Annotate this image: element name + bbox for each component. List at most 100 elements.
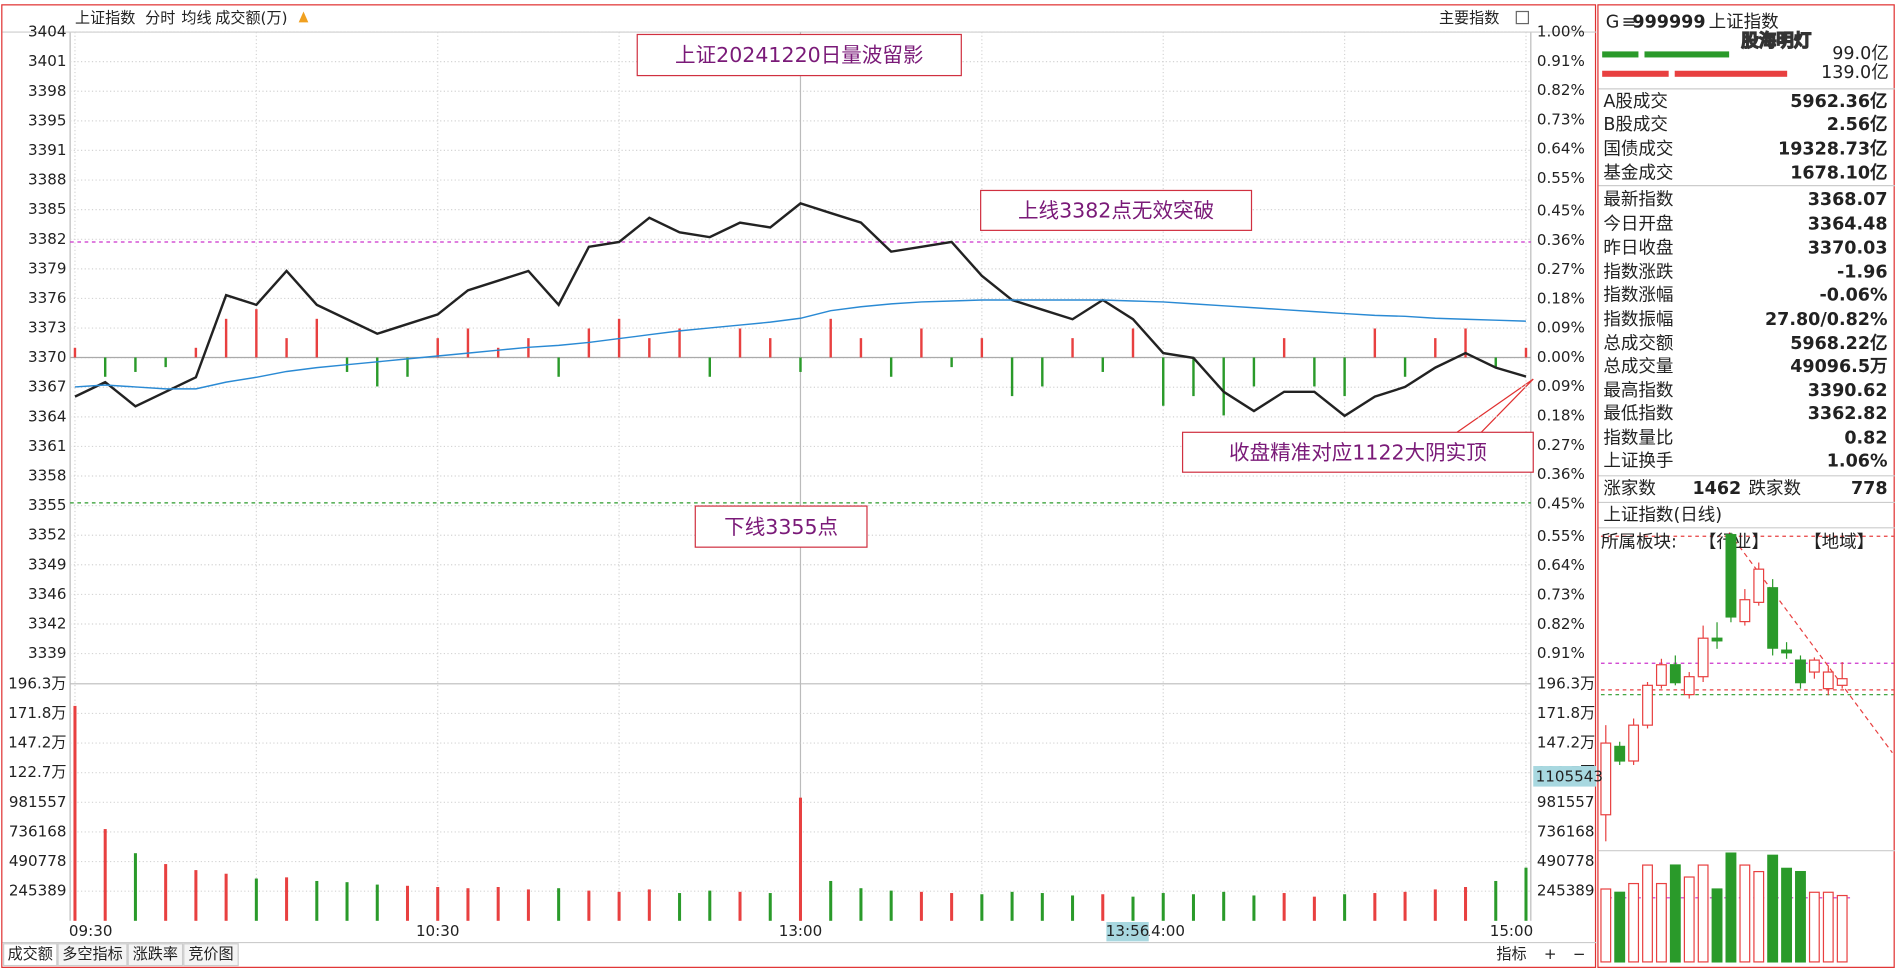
y-tick-label: 3401: [28, 52, 66, 70]
volume-bar: [950, 893, 954, 921]
watermark: 股海明灯: [1741, 31, 1812, 52]
volume-bar: [345, 882, 349, 921]
cursor-volume: 1105543: [1536, 767, 1603, 785]
breadth-bar: [1343, 357, 1346, 397]
breadth-bar: [920, 328, 923, 358]
tab[interactable]: [57, 943, 128, 967]
tab-label[interactable]: 成交额: [8, 945, 53, 963]
volume-bar: [1433, 889, 1437, 921]
y-tick-label: 736168: [9, 822, 67, 840]
y-tick-label: 147.2万: [1537, 734, 1595, 752]
daily-volume-bar: [1628, 882, 1640, 963]
y2-tick-label: 0.18%: [1537, 407, 1585, 425]
breadth-bar: [1252, 357, 1256, 387]
volume-bar: [1403, 891, 1407, 921]
row-label: 指数涨跌: [1603, 263, 1673, 283]
breadth-bar: [1071, 338, 1074, 358]
breadth-bar: [678, 328, 681, 358]
breadth-bar: [1192, 357, 1195, 397]
x-tick-label: 09:30: [69, 922, 113, 940]
side-header: 999999: [1632, 12, 1705, 32]
tab-label[interactable]: 多空指标: [62, 945, 122, 963]
row-label: 基金成交: [1603, 164, 1673, 184]
y-tick-label: 3398: [28, 82, 66, 100]
y-tick-label: 171.8万: [1537, 704, 1595, 722]
bar: [1674, 70, 1788, 77]
breadth-bar: [164, 357, 167, 368]
volume-bar: [1101, 894, 1105, 921]
breadth-bar: [1494, 357, 1497, 368]
row-value: 5968.22亿: [1790, 333, 1887, 354]
breadth-bar: [980, 338, 984, 358]
y-tick-label: 3379: [28, 259, 66, 277]
tab-button[interactable]: +: [1544, 945, 1557, 963]
cursor-box: [1533, 766, 1597, 787]
y-tick-label: 3358: [28, 466, 66, 484]
tab-button[interactable]: −: [1573, 945, 1586, 963]
tab-button[interactable]: 指标: [1496, 945, 1526, 963]
breadth-bar: [376, 357, 379, 387]
breadth-bar: [1282, 338, 1286, 358]
volume-bar: [466, 888, 470, 921]
row-label: 国债成交: [1603, 139, 1673, 159]
breadth-bar: [1041, 357, 1044, 387]
breadth-bar: [496, 347, 500, 358]
y-tick-label: 3395: [28, 111, 66, 129]
y2-tick-label: 0.27%: [1537, 436, 1585, 454]
daily-title: 上证指数(日线): [1603, 506, 1722, 526]
tab-label[interactable]: 涨跌率: [133, 945, 178, 963]
breadth-bar: [950, 357, 953, 368]
y-tick-label: 3355: [28, 496, 66, 514]
tab[interactable]: [127, 943, 184, 967]
breadth-bar: [769, 338, 772, 358]
annotation: 上证20241220日量波留影: [675, 43, 923, 67]
y-tick-label: 3404: [28, 23, 66, 41]
daily-volume-bar: [1753, 870, 1765, 963]
row-label: 指数量比: [1603, 428, 1673, 448]
y2-tick-label: 0.64%: [1537, 556, 1585, 574]
toolbar-item[interactable]: 均线: [181, 9, 211, 27]
y-tick-label: 3361: [28, 437, 66, 455]
y-tick-label: 981557: [1537, 793, 1595, 811]
volume-bar: [405, 885, 410, 921]
tab[interactable]: [3, 943, 58, 967]
toolbar-right[interactable]: 主要指数: [1439, 9, 1499, 27]
volume-bar: [164, 864, 168, 921]
breadth: 1462: [1692, 479, 1741, 499]
panel-icon[interactable]: [1515, 10, 1530, 25]
alert-icon[interactable]: [298, 11, 309, 23]
candle-body: [1808, 659, 1820, 673]
breadth: 778: [1851, 479, 1888, 499]
candle-body: [1767, 587, 1779, 649]
toolbar-item[interactable]: 成交额(万): [215, 9, 287, 27]
volume-bar: [980, 894, 984, 921]
candle-body: [1600, 742, 1612, 816]
tab[interactable]: [183, 943, 239, 967]
volume-bar: [1131, 896, 1135, 921]
daily-volume-bar: [1725, 852, 1737, 963]
y-tick-label: 147.2万: [8, 734, 66, 752]
y-tick-label: 3385: [28, 200, 66, 218]
volume-bar: [1343, 894, 1347, 921]
volume-bar: [526, 889, 530, 921]
y-tick-label: 490778: [9, 852, 67, 870]
tab-label[interactable]: 竞价图: [188, 945, 233, 963]
volume-bar: [859, 888, 863, 921]
row-value: 3390.62: [1808, 381, 1888, 401]
toolbar-item[interactable]: 分时: [145, 9, 175, 27]
row-value: 19328.73亿: [1778, 138, 1887, 159]
breadth-bar: [708, 357, 711, 377]
volume-bar: [194, 870, 198, 921]
y2-tick-label: 0.64%: [1537, 140, 1585, 158]
side-frame: [1597, 4, 1895, 968]
y-tick-label: 736168: [1537, 822, 1595, 840]
y2-tick-label: 0.00%: [1537, 348, 1585, 366]
annotation: 下线3355点: [724, 515, 838, 539]
volume-bar: [133, 853, 137, 921]
candle-body: [1822, 671, 1834, 690]
breadth-bar: [1373, 328, 1377, 358]
daily-volume-bar: [1711, 888, 1723, 963]
row-label: 总成交量: [1603, 357, 1673, 377]
x-tick-label: 13:00: [779, 922, 823, 940]
